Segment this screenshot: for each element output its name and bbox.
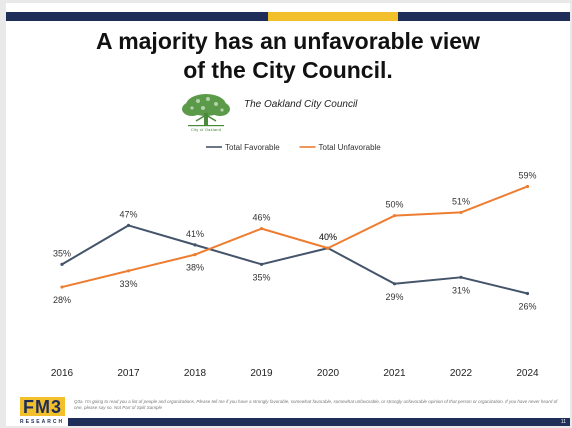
data-point-s1-5 xyxy=(392,214,397,218)
bottom-accent-bar xyxy=(68,418,570,426)
data-label-s1-6: 51% xyxy=(452,196,470,206)
research-logo-text: RESEARCH xyxy=(20,419,65,425)
line-chart: Total Favorable Total Unfavorable 35% 47% 41… xyxy=(51,143,539,379)
legend-label-1: Total Unfavorable xyxy=(319,143,382,152)
x-tick-label-3: 2019 xyxy=(250,368,273,379)
data-label-s0-6: 31% xyxy=(452,285,470,295)
slide-title-line-2: of the City Council. xyxy=(183,57,393,83)
data-point-s0-3 xyxy=(259,262,264,266)
data-label-s0-5: 29% xyxy=(385,292,403,302)
data-label-s0-2: 41% xyxy=(186,229,204,239)
data-point-s0-0 xyxy=(60,262,64,266)
data-point-s0-5 xyxy=(392,282,397,286)
data-label-s0-7: 26% xyxy=(518,302,536,312)
data-label-s1-2: 38% xyxy=(186,263,204,273)
data-label-s1-1: 33% xyxy=(119,279,137,289)
data-label-s0-3: 35% xyxy=(252,272,270,282)
x-tick-label-6: 2022 xyxy=(450,368,473,379)
logo-caption: City of Oakland xyxy=(190,127,222,132)
question-footnote: Q3a. I'm going to read you a list of peo… xyxy=(74,399,558,410)
x-tick-label-5: 2021 xyxy=(383,368,406,379)
oakland-tree-logo-icon xyxy=(182,94,230,127)
data-point-s0-1 xyxy=(126,223,131,227)
x-tick-label-2: 2018 xyxy=(184,368,207,379)
data-label-s1-7: 59% xyxy=(518,170,536,180)
data-label-s0-0: 35% xyxy=(53,248,71,258)
data-label-s0-4: 40% xyxy=(319,232,337,242)
slide: A majority has an unfavorable view of th… xyxy=(6,3,570,426)
legend-label-0: Total Favorable xyxy=(225,143,280,152)
data-point-s0-2 xyxy=(193,243,197,247)
data-point-s1-4 xyxy=(326,246,330,250)
data-label-s1-5: 50% xyxy=(385,200,403,210)
data-point-s1-0 xyxy=(60,285,64,289)
x-tick-label-1: 2017 xyxy=(117,368,140,379)
data-point-s1-6 xyxy=(459,210,463,215)
data-point-s1-7 xyxy=(525,184,530,189)
data-point-s1-2 xyxy=(193,253,197,257)
x-tick-label-7: 2024 xyxy=(516,368,539,379)
data-label-s1-0: 28% xyxy=(53,295,71,305)
data-point-s0-6 xyxy=(459,275,463,279)
slide-title: A majority has an unfavorable view of th… xyxy=(6,27,570,85)
data-label-s1-4: 40% xyxy=(319,232,337,242)
data-label-s0-1: 47% xyxy=(119,209,137,219)
series-line-0 xyxy=(61,224,528,295)
data-point-s0-7 xyxy=(525,291,530,296)
data-label-s1-3: 46% xyxy=(252,213,270,223)
data-point-s1-1 xyxy=(126,269,131,273)
top-accent-stripe xyxy=(268,12,398,21)
slide-title-line-1: A majority has an unfavorable view xyxy=(96,28,480,54)
series-line-1 xyxy=(61,185,528,289)
fm3-research-logo: FM3 RESEARCH xyxy=(20,397,68,425)
chart-subtitle: The Oakland City Council xyxy=(244,99,358,110)
x-tick-label-0: 2016 xyxy=(51,368,74,379)
x-tick-label-4: 2020 xyxy=(317,368,340,379)
fm3-logo-text: FM3 xyxy=(20,397,65,416)
slide-number: 11 xyxy=(560,419,566,425)
data-point-s1-3 xyxy=(259,227,264,231)
